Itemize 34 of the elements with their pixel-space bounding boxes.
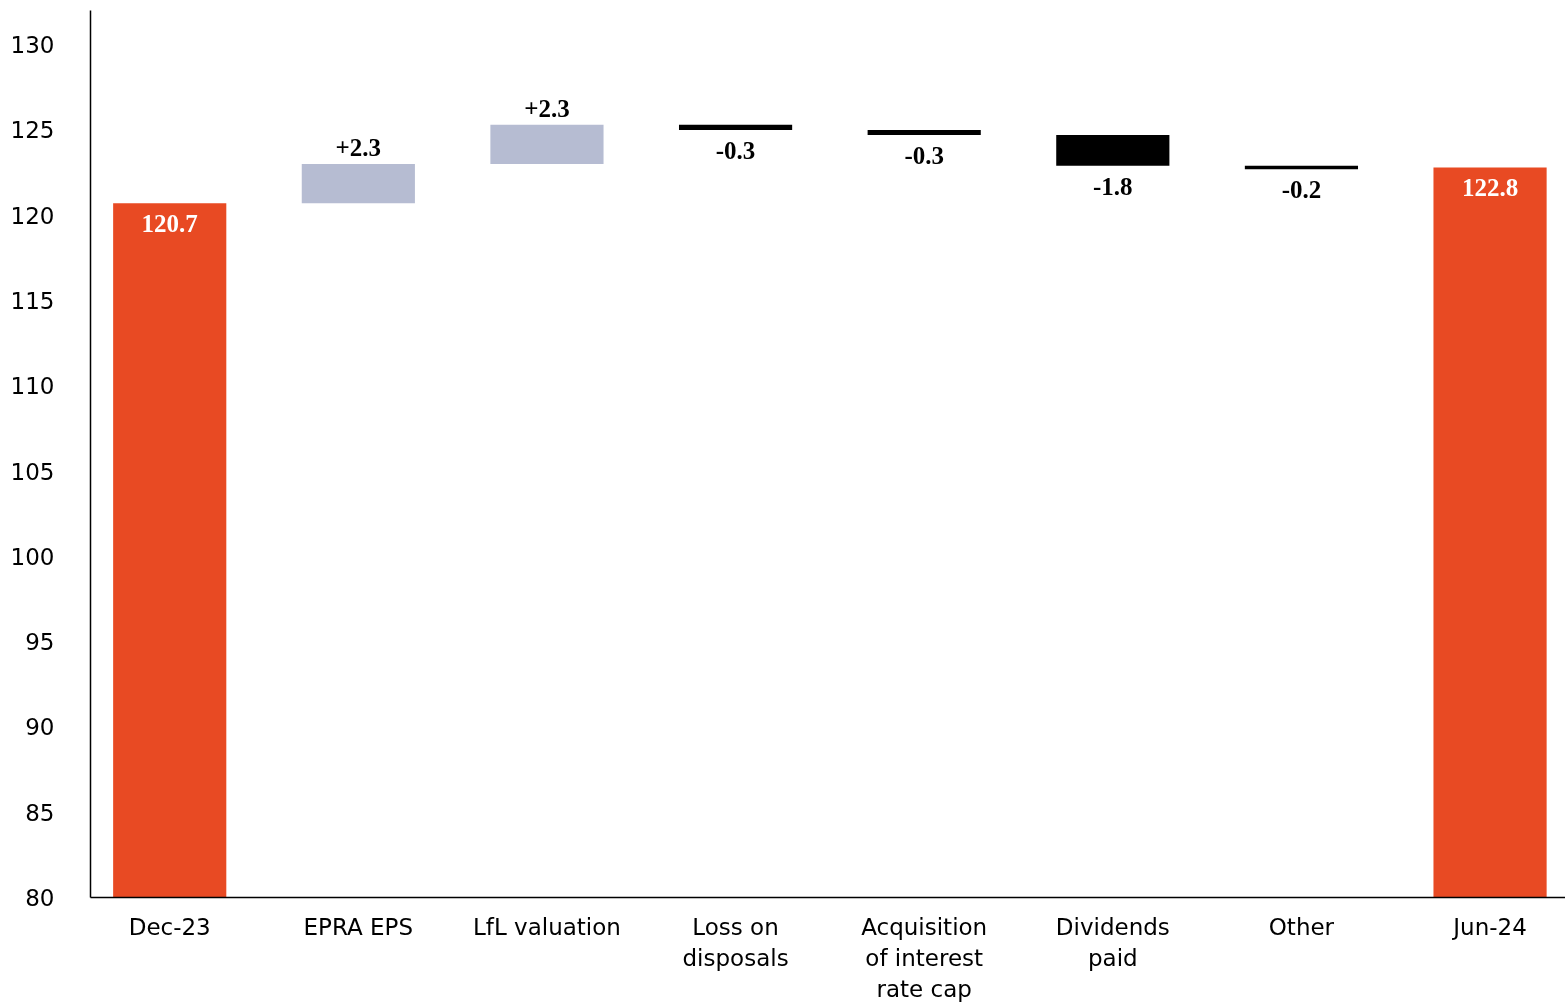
x-tick-label: Loss on disposals bbox=[682, 913, 789, 971]
x-tick-label: Acquisition of interest rate cap bbox=[861, 913, 988, 1002]
data-label: +2.3 bbox=[335, 134, 382, 162]
y-tick-label: 85 bbox=[25, 799, 55, 826]
x-tick-label: LfL valuation bbox=[473, 913, 621, 940]
x-tick-label: Jun-24 bbox=[1451, 913, 1527, 940]
data-label: +2.3 bbox=[524, 94, 570, 122]
x-tick-label: EPRA EPS bbox=[303, 913, 414, 940]
data-label: -0.3 bbox=[904, 142, 944, 170]
data-label: 120.7 bbox=[141, 210, 198, 238]
bar bbox=[678, 124, 793, 130]
y-tick-label: 90 bbox=[25, 714, 55, 741]
bar bbox=[490, 124, 604, 165]
bar bbox=[301, 164, 415, 204]
bar bbox=[1056, 135, 1170, 166]
x-tick-label: Dec-23 bbox=[128, 913, 211, 940]
y-tick-label: 100 bbox=[10, 543, 55, 570]
y-tick-label: 125 bbox=[10, 117, 55, 144]
y-tick-label: 115 bbox=[10, 287, 55, 314]
data-label: -1.8 bbox=[1093, 172, 1133, 200]
y-tick-label: 120 bbox=[10, 202, 55, 229]
y-tick-label: 130 bbox=[10, 32, 55, 59]
data-label: -0.3 bbox=[715, 136, 756, 164]
x-tick-label: Other bbox=[1268, 913, 1335, 940]
data-label: -0.2 bbox=[1281, 176, 1322, 204]
y-tick-label: 110 bbox=[10, 373, 55, 400]
bar bbox=[867, 129, 981, 136]
y-tick-label: 80 bbox=[25, 885, 55, 911]
y-tick-label: 105 bbox=[10, 458, 55, 485]
x-tick-label: Dividends paid bbox=[1055, 913, 1170, 971]
bar bbox=[113, 203, 227, 898]
bar bbox=[1433, 167, 1547, 898]
y-tick-label: 95 bbox=[25, 629, 55, 656]
data-label: 122.8 bbox=[1461, 174, 1519, 202]
